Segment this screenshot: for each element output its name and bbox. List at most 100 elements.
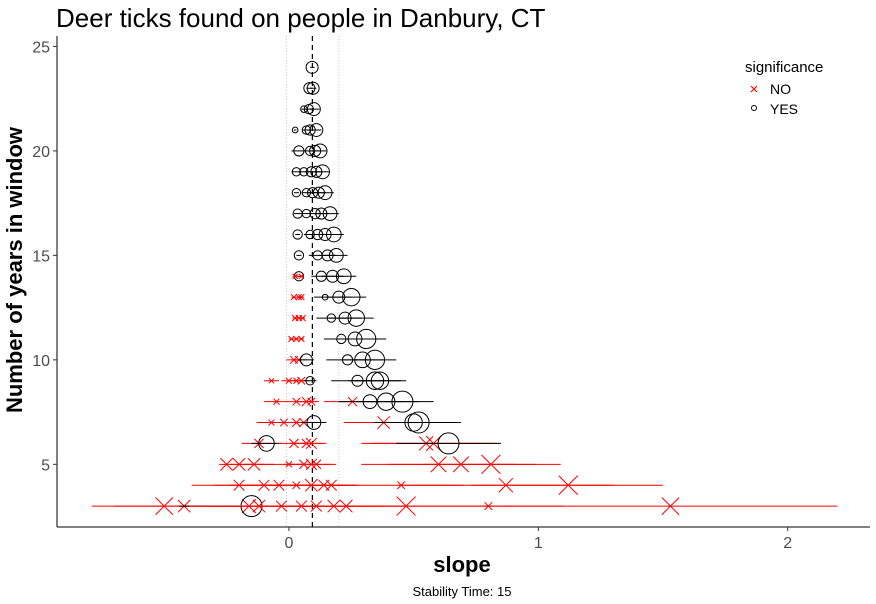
- window-row: [305, 60, 319, 74]
- nonsignificant-point: [481, 454, 501, 475]
- window-row: [263, 390, 434, 413]
- legend-circle-marker-icon: [751, 105, 757, 111]
- nonsignificant-point: [299, 314, 306, 322]
- x-axis-title: slope: [433, 552, 490, 577]
- y-tick-label: 20: [32, 144, 50, 161]
- nonsignificant-point: [396, 496, 416, 516]
- significant-point: [309, 123, 324, 137]
- significant-point: [407, 411, 430, 434]
- window-row: [291, 143, 328, 159]
- window-row: [191, 475, 664, 496]
- significant-point: [347, 309, 366, 327]
- x-tick-label: 0: [284, 535, 293, 552]
- nonsignificant-point: [305, 437, 318, 450]
- significant-point: [305, 376, 315, 386]
- significant-point: [306, 81, 320, 95]
- nonsignificant-point: [484, 501, 493, 511]
- window-row: [291, 123, 324, 137]
- window-row: [291, 164, 331, 180]
- window-row: [263, 371, 407, 390]
- y-tick-label: 10: [32, 353, 50, 370]
- legend-x-marker-icon: [750, 85, 758, 93]
- significant-point: [335, 268, 352, 285]
- significant-point: [364, 349, 386, 370]
- window-row: [91, 495, 838, 518]
- significant-point: [291, 126, 299, 134]
- legend-title: significance: [745, 59, 823, 76]
- legend: significance NO YES: [745, 59, 823, 117]
- window-row: [293, 247, 348, 263]
- nonsignificant-point: [220, 457, 234, 471]
- significant-point: [322, 206, 338, 221]
- y-axis-title: Number of years in window: [2, 126, 27, 413]
- window-row: [256, 411, 462, 434]
- significant-point: [293, 145, 305, 157]
- y-tick-label: 5: [41, 457, 50, 474]
- window-row: [291, 185, 334, 201]
- nonsignificant-point: [268, 377, 275, 384]
- significant-point: [258, 435, 275, 452]
- nonsignificant-point: [288, 335, 295, 343]
- x-tick-label: 2: [783, 535, 792, 552]
- significant-point: [293, 250, 305, 261]
- significant-point: [306, 102, 321, 117]
- nonsignificant-point: [292, 273, 299, 280]
- window-row: [292, 226, 344, 243]
- data-marks: [91, 60, 838, 518]
- plot-area: 0 1 2 5 10 15 20 25: [32, 36, 870, 552]
- nonsignificant-point: [285, 377, 293, 385]
- significant-point: [342, 287, 361, 307]
- y-tick-label: 15: [32, 248, 50, 265]
- nonsignificant-point: [298, 273, 305, 280]
- nonsignificant-point: [297, 376, 306, 385]
- window-row: [219, 454, 561, 475]
- legend-label-no: NO: [770, 81, 791, 97]
- window-row: [303, 81, 320, 95]
- y-axis-ticks: 5 10 15 20 25: [32, 39, 57, 474]
- nonsignificant-point: [293, 335, 300, 343]
- nonsignificant-point: [290, 293, 298, 301]
- window-row: [288, 328, 387, 350]
- legend-label-yes: YES: [770, 101, 798, 117]
- window-row: [300, 102, 321, 117]
- significant-point: [305, 60, 319, 74]
- nonsignificant-point: [558, 475, 579, 496]
- significant-point: [391, 390, 414, 413]
- reference-lines: [285, 36, 340, 527]
- window-row: [241, 432, 501, 455]
- y-tick-label: 25: [32, 39, 50, 56]
- nonsignificant-point: [292, 397, 301, 406]
- x-axis-ticks: 0 1 2: [284, 527, 792, 552]
- window-row: [292, 268, 357, 285]
- nonsignificant-point: [325, 479, 338, 491]
- nonsignificant-point: [232, 457, 246, 471]
- legend-key-yes: YES: [751, 101, 798, 117]
- significant-point: [370, 371, 390, 390]
- significant-point: [291, 188, 302, 198]
- window-row: [286, 349, 397, 370]
- significant-point: [306, 415, 322, 430]
- nonsignificant-point: [311, 459, 322, 470]
- window-row: [291, 309, 374, 327]
- x-tick-label: 1: [534, 535, 543, 552]
- significant-point: [292, 229, 303, 240]
- nonsignificant-point: [307, 397, 316, 406]
- nonsignificant-point: [273, 398, 280, 405]
- significant-point: [315, 164, 330, 180]
- significant-point: [317, 185, 333, 201]
- caption: Stability Time: 15: [413, 584, 512, 599]
- significant-point: [299, 353, 313, 367]
- significant-point: [328, 247, 344, 263]
- legend-key-no: NO: [750, 81, 791, 97]
- chart-title: Deer ticks found on people in Danbury, C…: [56, 3, 546, 33]
- nonsignificant-point: [298, 293, 305, 301]
- significant-point: [437, 432, 460, 455]
- nonsignificant-point: [285, 460, 293, 468]
- window-row: [292, 206, 339, 221]
- significant-point: [312, 143, 328, 159]
- nonsignificant-point: [298, 335, 305, 343]
- significant-point: [356, 328, 377, 350]
- window-row: [290, 287, 367, 307]
- nonsignificant-point: [247, 457, 261, 471]
